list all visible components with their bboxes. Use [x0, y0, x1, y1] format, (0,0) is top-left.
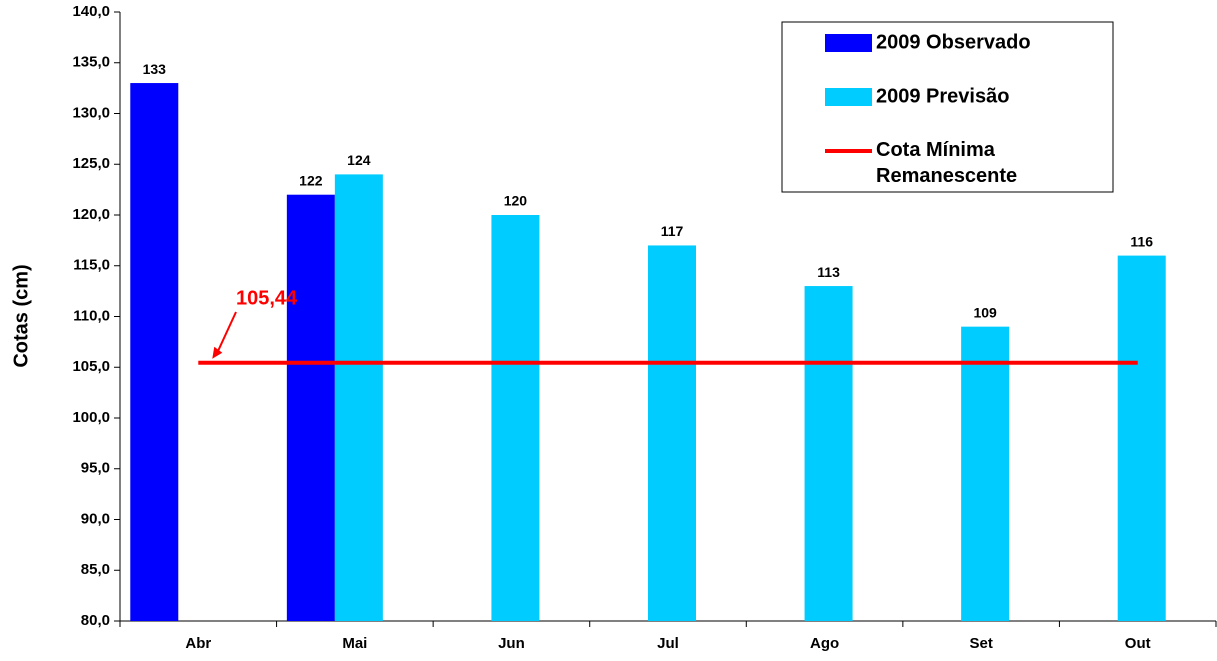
value-label: 124: [347, 152, 371, 168]
annotation: 105,44: [236, 287, 298, 309]
legend-swatch: [825, 88, 872, 106]
y-tick-label: 85,0: [81, 561, 110, 578]
x-tick-label: Jul: [657, 635, 679, 652]
y-tick-label: 135,0: [72, 54, 110, 71]
y-tick-label: 105,0: [72, 358, 110, 375]
bar: [286, 194, 335, 621]
value-label: 109: [973, 304, 997, 320]
y-axis-label: Cotas (cm): [10, 264, 32, 367]
y-tick-label: 100,0: [72, 409, 110, 426]
value-label: 117: [661, 223, 684, 239]
y-tick-label: 110,0: [73, 307, 110, 324]
x-tick-label: Mai: [342, 635, 367, 652]
y-tick-label: 125,0: [72, 155, 110, 172]
bar: [334, 174, 383, 621]
value-label: 116: [1130, 233, 1153, 249]
annotation-arrow: [215, 311, 237, 356]
y-tick-label: 90,0: [81, 510, 110, 527]
y-tick-label: 140,0: [72, 3, 110, 20]
legend-label: Cota Mínima Remanescente: [876, 139, 1017, 187]
bar: [804, 286, 853, 621]
value-label: 122: [299, 172, 323, 188]
y-tick-label: 115,0: [73, 257, 110, 274]
legend-label: 2009 Observado: [876, 31, 1031, 53]
y-tick-label: 120,0: [72, 206, 110, 223]
x-tick-label: Abr: [185, 635, 211, 652]
bar: [491, 215, 540, 621]
x-tick-label: Out: [1125, 635, 1151, 652]
y-tick-label: 80,0: [81, 612, 110, 629]
x-tick-label: Jun: [498, 635, 525, 652]
x-tick-label: Set: [969, 635, 992, 652]
annotation-arrowhead: [212, 346, 223, 359]
x-tick-label: Ago: [810, 635, 839, 652]
bar: [130, 83, 179, 622]
bar: [1117, 255, 1166, 621]
bar: [648, 245, 696, 621]
legend-swatch: [825, 34, 872, 52]
value-label: 120: [504, 193, 528, 209]
y-tick-label: 130,0: [72, 104, 110, 121]
legend-label: 2009 Previsão: [876, 85, 1009, 107]
bar: [961, 326, 1010, 621]
y-tick-label: 95,0: [81, 460, 110, 477]
value-label: 113: [817, 264, 840, 280]
value-label: 133: [143, 61, 167, 77]
